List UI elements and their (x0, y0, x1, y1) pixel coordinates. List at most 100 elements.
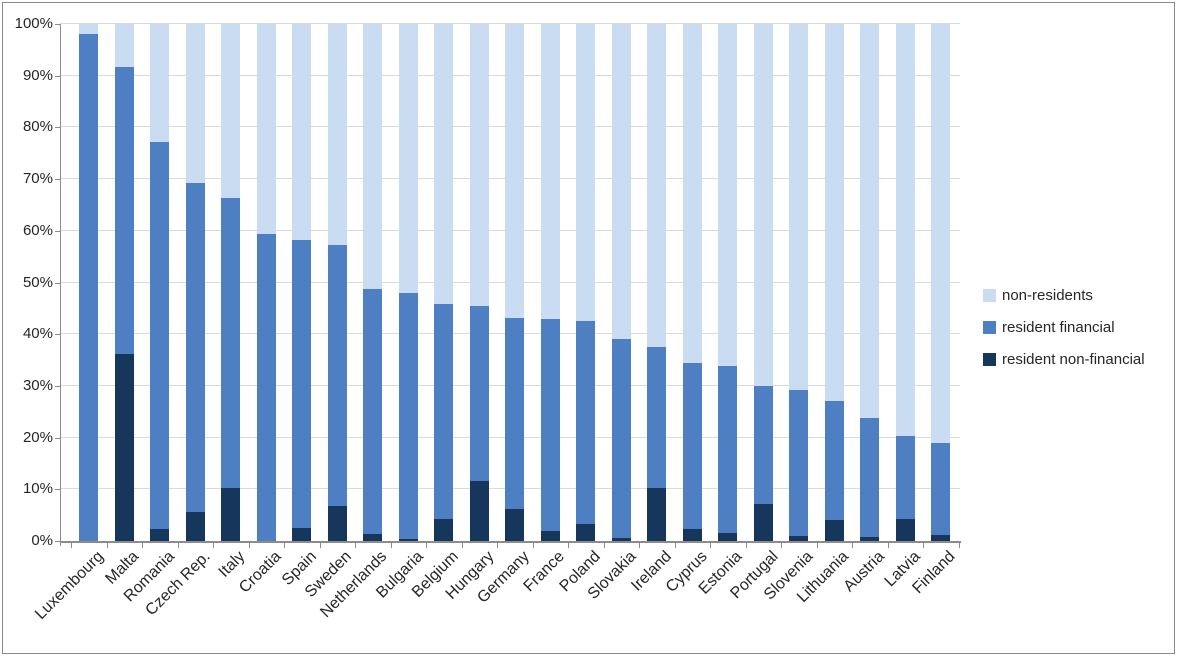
y-axis-tick-mark (55, 541, 60, 542)
bar-segment-resident-financial (860, 418, 880, 537)
y-axis-tick-mark (55, 75, 60, 77)
gridline-100pct (60, 23, 960, 24)
bar-belgium (434, 24, 454, 541)
bar-segment-resident-non-financial (327, 505, 347, 541)
bar-latvia (895, 24, 915, 541)
bar-segment-resident-non-financial (150, 529, 170, 541)
bar-slovenia (789, 24, 809, 541)
bar-segment-non-residents (185, 24, 205, 183)
bar-segment-resident-financial (292, 240, 312, 529)
bar-segment-non-residents (114, 24, 134, 67)
bar-segment-resident-financial (824, 401, 844, 521)
legend-label-non-residents: non-residents (1002, 287, 1093, 304)
bar-segment-resident-non-financial (718, 533, 738, 541)
x-axis-tick-mark (923, 543, 924, 548)
bar-finland (931, 24, 951, 541)
bar-segment-resident-non-financial (363, 534, 383, 541)
bar-slovakia (611, 24, 631, 541)
bar-segment-non-residents (79, 24, 99, 35)
bar-segment-resident-non-financial (185, 511, 205, 541)
bar-germany (505, 24, 525, 541)
bar-segment-resident-non-financial (611, 538, 631, 541)
bar-segment-resident-financial (150, 141, 170, 530)
bar-cyprus (682, 24, 702, 541)
bar-italy (221, 24, 241, 541)
bar-segment-resident-non-financial (398, 538, 418, 541)
legend-swatch-resident-financial (983, 321, 996, 334)
bar-segment-resident-financial (398, 292, 418, 539)
bar-segment-resident-non-financial (221, 488, 241, 541)
bar-segment-resident-financial (185, 182, 205, 512)
bar-segment-non-residents (398, 24, 418, 293)
bar-segment-non-residents (150, 24, 170, 142)
bar-segment-non-residents (611, 24, 631, 340)
bar-luxembourg (79, 24, 99, 541)
bar-segment-non-residents (540, 24, 560, 320)
y-axis-tick-mark (55, 24, 60, 25)
legend-label-resident-financial: resident financial (1002, 319, 1115, 336)
x-axis-tick-mark (816, 543, 818, 548)
x-axis-tick-mark (461, 543, 463, 548)
bar-malta (114, 24, 134, 541)
x-axis-tick-mark (319, 543, 321, 548)
bar-segment-resident-non-financial (789, 535, 809, 541)
y-axis-tick-mark (55, 282, 60, 284)
chart-legend: non-residents resident financial resident … (983, 288, 1145, 384)
legend-swatch-non-residents (983, 289, 996, 302)
bar-segment-resident-non-financial (292, 528, 312, 541)
bar-bulgaria (398, 24, 418, 541)
bar-segment-non-residents (895, 24, 915, 437)
x-axis-tick-mark (852, 543, 853, 548)
x-axis-tick-mark (958, 543, 960, 548)
x-axis-tick-mark (781, 543, 782, 548)
bar-segment-non-residents (789, 24, 809, 390)
bar-segment-non-residents (753, 24, 773, 387)
x-axis-tick-mark (710, 543, 711, 548)
y-axis-tick-label: 10% (22, 480, 53, 498)
x-axis-tick-mark (639, 543, 640, 548)
y-axis-tick-mark (55, 230, 60, 232)
bar-segment-resident-non-financial (895, 519, 915, 541)
bar-segment-resident-non-financial (505, 508, 525, 541)
bar-portugal (753, 24, 773, 541)
bar-segment-non-residents (647, 24, 667, 347)
x-axis-tick-mark (390, 543, 392, 548)
x-axis-tick-mark (674, 543, 676, 548)
y-axis-tick-label: 80% (22, 118, 53, 136)
bar-segment-resident-financial (505, 317, 525, 509)
x-axis-tick-mark (887, 543, 889, 548)
bar-segment-resident-non-financial (824, 520, 844, 541)
bar-segment-resident-financial (895, 436, 915, 520)
bar-segment-non-residents (434, 24, 454, 305)
bar-estonia (718, 24, 738, 541)
bar-spain (292, 24, 312, 541)
x-axis-tick-mark (284, 543, 285, 548)
x-axis-tick-mark (532, 543, 534, 548)
legend-item-non-residents: non-residents (983, 288, 1145, 303)
bar-segment-resident-financial (611, 339, 631, 539)
y-axis-tick-label: 100% (14, 15, 53, 32)
x-axis-line (60, 541, 961, 543)
x-axis-tick-mark (71, 543, 72, 548)
bar-segment-resident-financial (753, 386, 773, 504)
bar-segment-resident-financial (327, 244, 347, 506)
bar-lithuania (824, 24, 844, 541)
bar-segment-resident-non-financial (114, 354, 134, 541)
bar-segment-non-residents (505, 24, 525, 318)
bar-segment-non-residents (860, 24, 880, 419)
bar-segment-resident-financial (434, 304, 454, 519)
bar-france (540, 24, 560, 541)
bar-segment-resident-non-financial (540, 530, 560, 541)
bar-segment-non-residents (469, 24, 489, 306)
plot-area (60, 23, 960, 541)
x-axis-tick-mark (355, 543, 356, 548)
legend-label-resident-non-financial: resident non-financial (1002, 351, 1145, 368)
y-axis-tick-label: 30% (22, 376, 53, 394)
y-axis-tick-mark (55, 127, 60, 129)
x-axis-tick-mark (213, 543, 214, 548)
bar-segment-resident-non-financial (682, 529, 702, 541)
bar-segment-resident-financial (540, 319, 560, 531)
bar-segment-non-residents (292, 24, 312, 241)
x-axis-tick-mark (177, 543, 179, 548)
